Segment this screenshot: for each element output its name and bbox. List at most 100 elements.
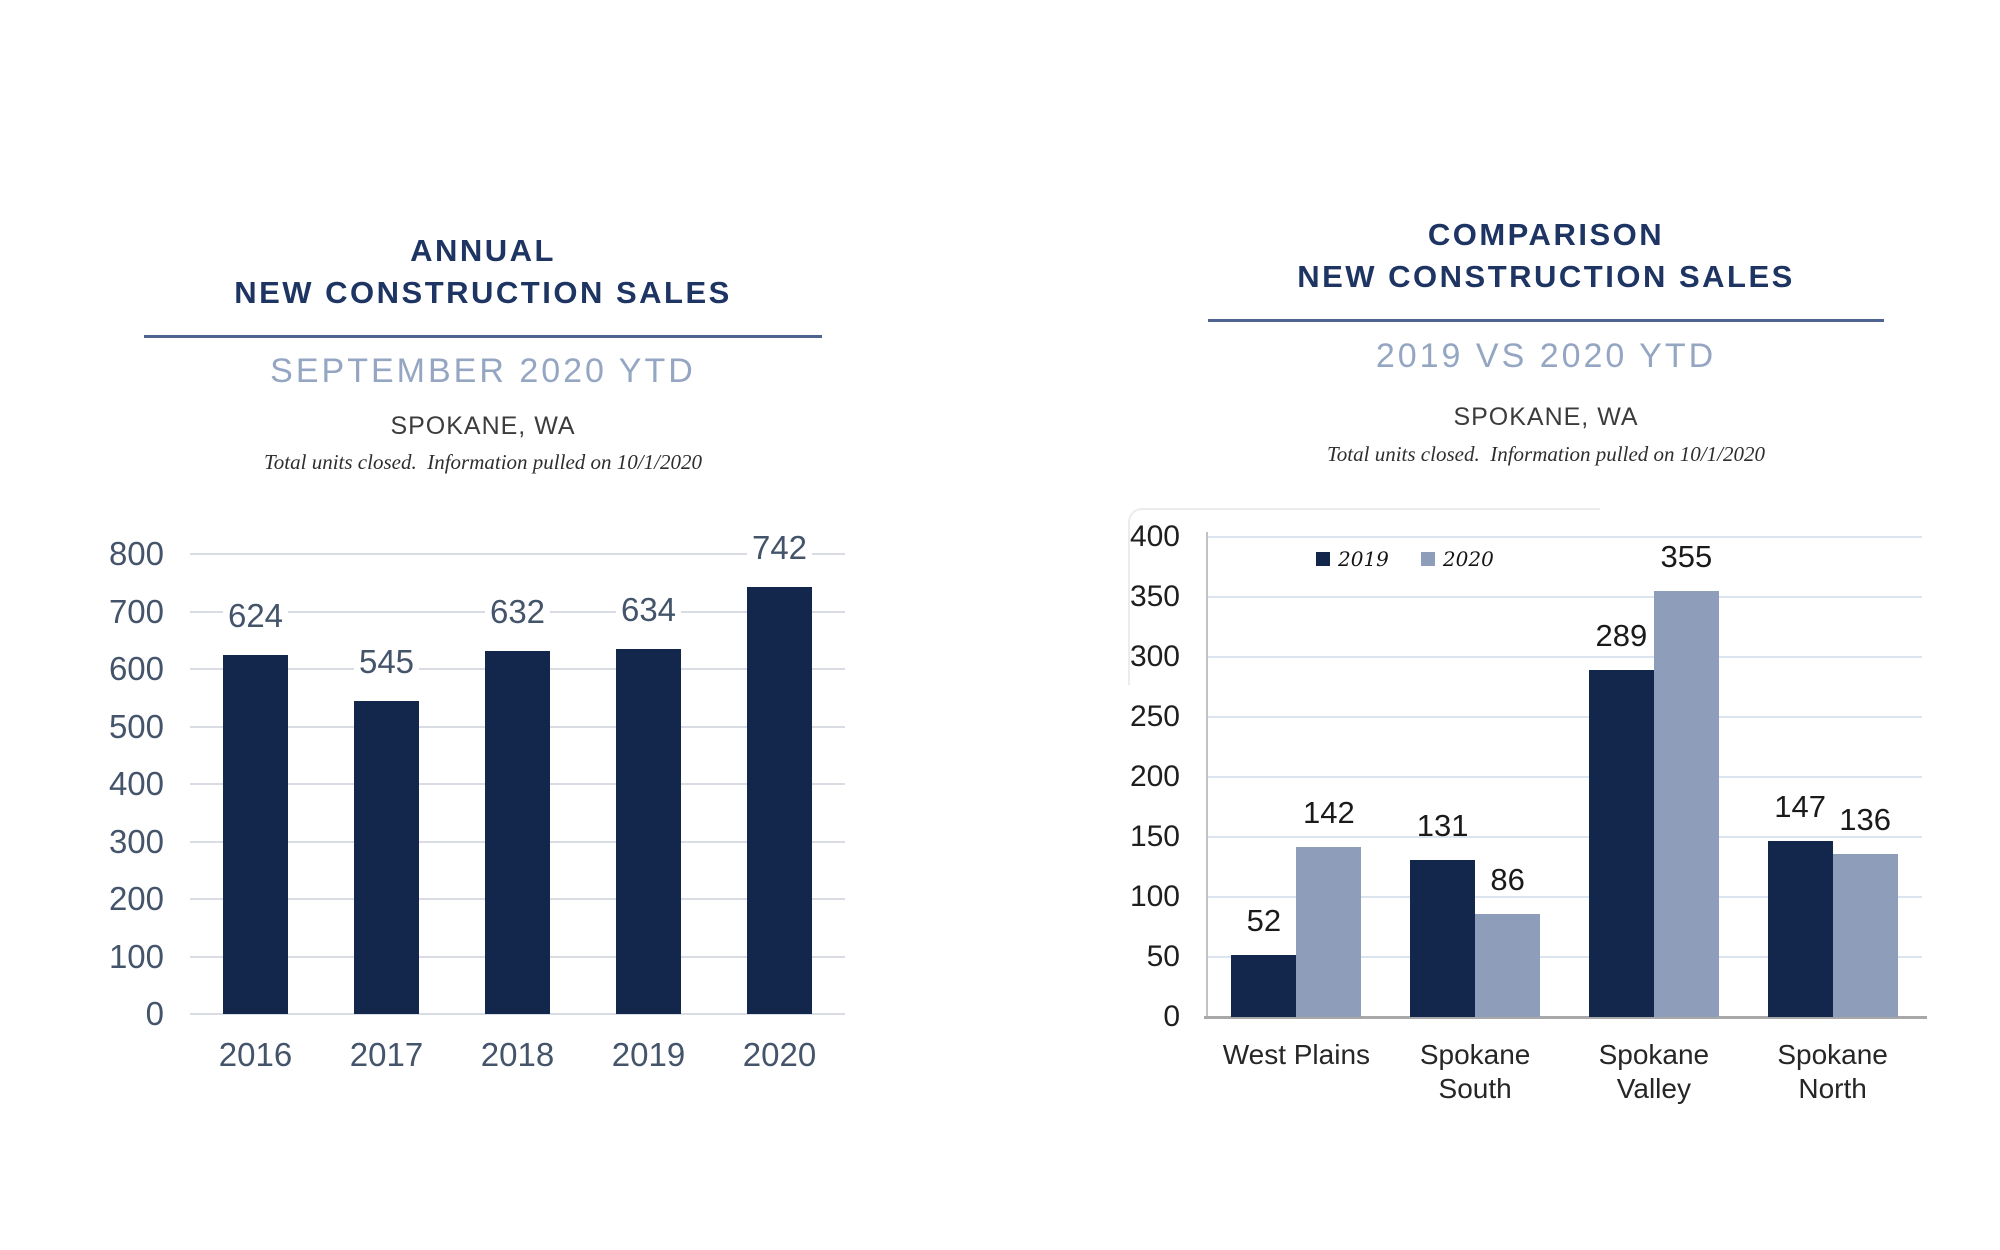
- x-label-2018: 2018: [408, 1036, 628, 1074]
- bar-spokane-north-2020: [1832, 853, 1898, 1017]
- legend-swatch-2019: [1316, 552, 1330, 566]
- x-label-2019: 2019: [539, 1036, 759, 1074]
- data-label-text: 136: [1839, 801, 1891, 837]
- y-tick-label-200: 200: [1129, 760, 1180, 793]
- bar-spokane-valley-2020: [1653, 591, 1719, 1017]
- comparison-chart-title-line1: COMPARISON: [1427, 217, 1665, 252]
- data-label-text: 131: [1416, 807, 1469, 843]
- comparison-chart-title-line2: NEW CONSTRUCTION SALES: [1297, 259, 1795, 294]
- gridline-400: [190, 783, 845, 785]
- legend-swatch-2020: [1420, 552, 1435, 566]
- y-tick-label-50: 50: [1146, 940, 1180, 973]
- legend-label-2020: 2020: [1442, 547, 1494, 571]
- bar-west-plains-2019: [1231, 954, 1297, 1017]
- data-label-text: 147: [1774, 788, 1826, 824]
- data-label-52: 52: [1194, 903, 1334, 939]
- data-label-text: 632: [484, 592, 551, 630]
- bar-2017-value: [354, 700, 419, 1014]
- x-label-line: 2016: [218, 1036, 293, 1073]
- x-label-line: 2020: [742, 1036, 817, 1073]
- x-label-2017: 2017: [277, 1036, 497, 1074]
- gridline-0: [190, 1013, 845, 1015]
- gridline-100: [190, 955, 845, 958]
- x-label-spokane-valley: Spokane Valley: [1544, 1038, 1764, 1106]
- gridline-250: [1207, 716, 1922, 718]
- data-label-text: 742: [746, 529, 813, 567]
- gridline-600: [190, 668, 845, 670]
- annual-chart-title-line2: NEW CONSTRUCTION SALES: [234, 275, 732, 310]
- gridline-500: [190, 725, 845, 728]
- y-tick-label-100: 100: [1129, 880, 1180, 913]
- data-label-text: 634: [615, 591, 682, 629]
- gridline-300: [190, 840, 845, 843]
- comparison-chart-location: SPOKANE, WA: [1453, 403, 1639, 431]
- x-axis-line: [1204, 1016, 1927, 1019]
- data-label-355: 355: [1616, 539, 1756, 575]
- y-tick-label-400: 400: [108, 765, 164, 802]
- comparison-chart-title-rule: [1208, 319, 1884, 322]
- gridline-800: [190, 553, 845, 555]
- y-tick-label-700: 700: [108, 592, 164, 630]
- bar-2016-value: [223, 655, 288, 1014]
- data-label-142: 142: [1259, 795, 1399, 831]
- data-label-text: 355: [1660, 539, 1713, 574]
- x-label-line: North: [1798, 1073, 1867, 1104]
- y-tick-label-300: 300: [108, 822, 164, 860]
- annual-chart-title-line1: ANNUAL: [410, 233, 556, 268]
- bar-2020-value: [747, 587, 812, 1014]
- chart-area-frame: [1128, 508, 1600, 685]
- x-label-line: Valley: [1616, 1073, 1691, 1104]
- y-tick-label-150: 150: [1129, 820, 1180, 853]
- bar-spokane-south-2020: [1475, 913, 1541, 1017]
- x-label-spokane-south: Spokane South: [1365, 1038, 1585, 1106]
- x-label-line: Spokane: [1777, 1039, 1888, 1070]
- gridline-100: [1207, 896, 1922, 898]
- gridline-200: [1207, 776, 1922, 778]
- y-tick-label-800: 800: [108, 535, 164, 572]
- bar-spokane-north-2019: [1767, 840, 1833, 1017]
- y-tick-label-0: 0: [145, 995, 164, 1032]
- gridline-50: [1207, 956, 1922, 958]
- comparison-chart-subtitle: 2019 VS 2020 YTD: [1375, 337, 1717, 375]
- bar-2018-value: [485, 650, 550, 1014]
- bar-spokane-south-2019: [1410, 859, 1476, 1017]
- data-label-text: 545: [353, 642, 420, 680]
- y-tick-label-500: 500: [108, 707, 164, 745]
- gridline-700: [190, 610, 845, 613]
- x-label-2016: 2016: [146, 1036, 366, 1074]
- annual-chart-footnote: Total units closed. Information pulled o…: [264, 450, 702, 474]
- x-label-line: West Plains: [1222, 1039, 1371, 1070]
- y-tick-label-100: 100: [108, 937, 164, 975]
- data-label-text: 142: [1303, 794, 1355, 830]
- annual-chart-subtitle: SEPTEMBER 2020 YTD: [270, 352, 696, 390]
- data-label-632: 632: [448, 592, 588, 630]
- data-label-634: 634: [579, 591, 719, 629]
- x-label-spokane-north: Spokane North: [1723, 1038, 1943, 1106]
- x-label-line: South: [1438, 1073, 1512, 1104]
- annual-chart-location: SPOKANE, WA: [390, 412, 576, 440]
- legend-label-2019: 2019: [1338, 547, 1389, 571]
- x-label-line: Spokane: [1419, 1039, 1531, 1070]
- x-label-line: Spokane: [1598, 1039, 1710, 1070]
- comparison-chart-footnote: Total units closed. Information pulled o…: [1327, 442, 1765, 466]
- y-tick-label-250: 250: [1129, 700, 1180, 733]
- x-label-line: 2018: [480, 1036, 555, 1073]
- data-label-text: 86: [1490, 861, 1525, 897]
- data-label-131: 131: [1373, 808, 1513, 844]
- chart-legend: 2019 2020: [1316, 549, 1494, 569]
- bar-spokane-valley-2019: [1588, 670, 1654, 1017]
- bar-west-plains-2020: [1296, 846, 1362, 1017]
- data-label-text: 624: [222, 597, 289, 635]
- x-label-line: 2017: [349, 1036, 424, 1073]
- legend-item-2019: 2019: [1316, 549, 1389, 569]
- data-label-545: 545: [317, 642, 457, 680]
- gridline-150: [1207, 836, 1922, 838]
- x-label-line: 2019: [611, 1036, 686, 1073]
- bar-2019-value: [616, 649, 681, 1014]
- x-label-west-plains: West Plains: [1186, 1038, 1406, 1072]
- x-label-2020: 2020: [670, 1036, 890, 1074]
- y-tick-label-0: 0: [1163, 1000, 1180, 1033]
- gridline-200: [190, 898, 845, 900]
